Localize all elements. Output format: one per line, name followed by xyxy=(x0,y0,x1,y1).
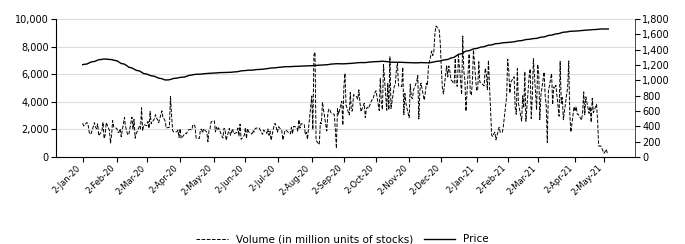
Line: Volume (in million units of stocks): Volume (in million units of stocks) xyxy=(83,26,608,154)
Legend: Volume (in million units of stocks), Price: Volume (in million units of stocks), Pri… xyxy=(192,230,493,244)
Line: Price: Price xyxy=(83,29,608,80)
